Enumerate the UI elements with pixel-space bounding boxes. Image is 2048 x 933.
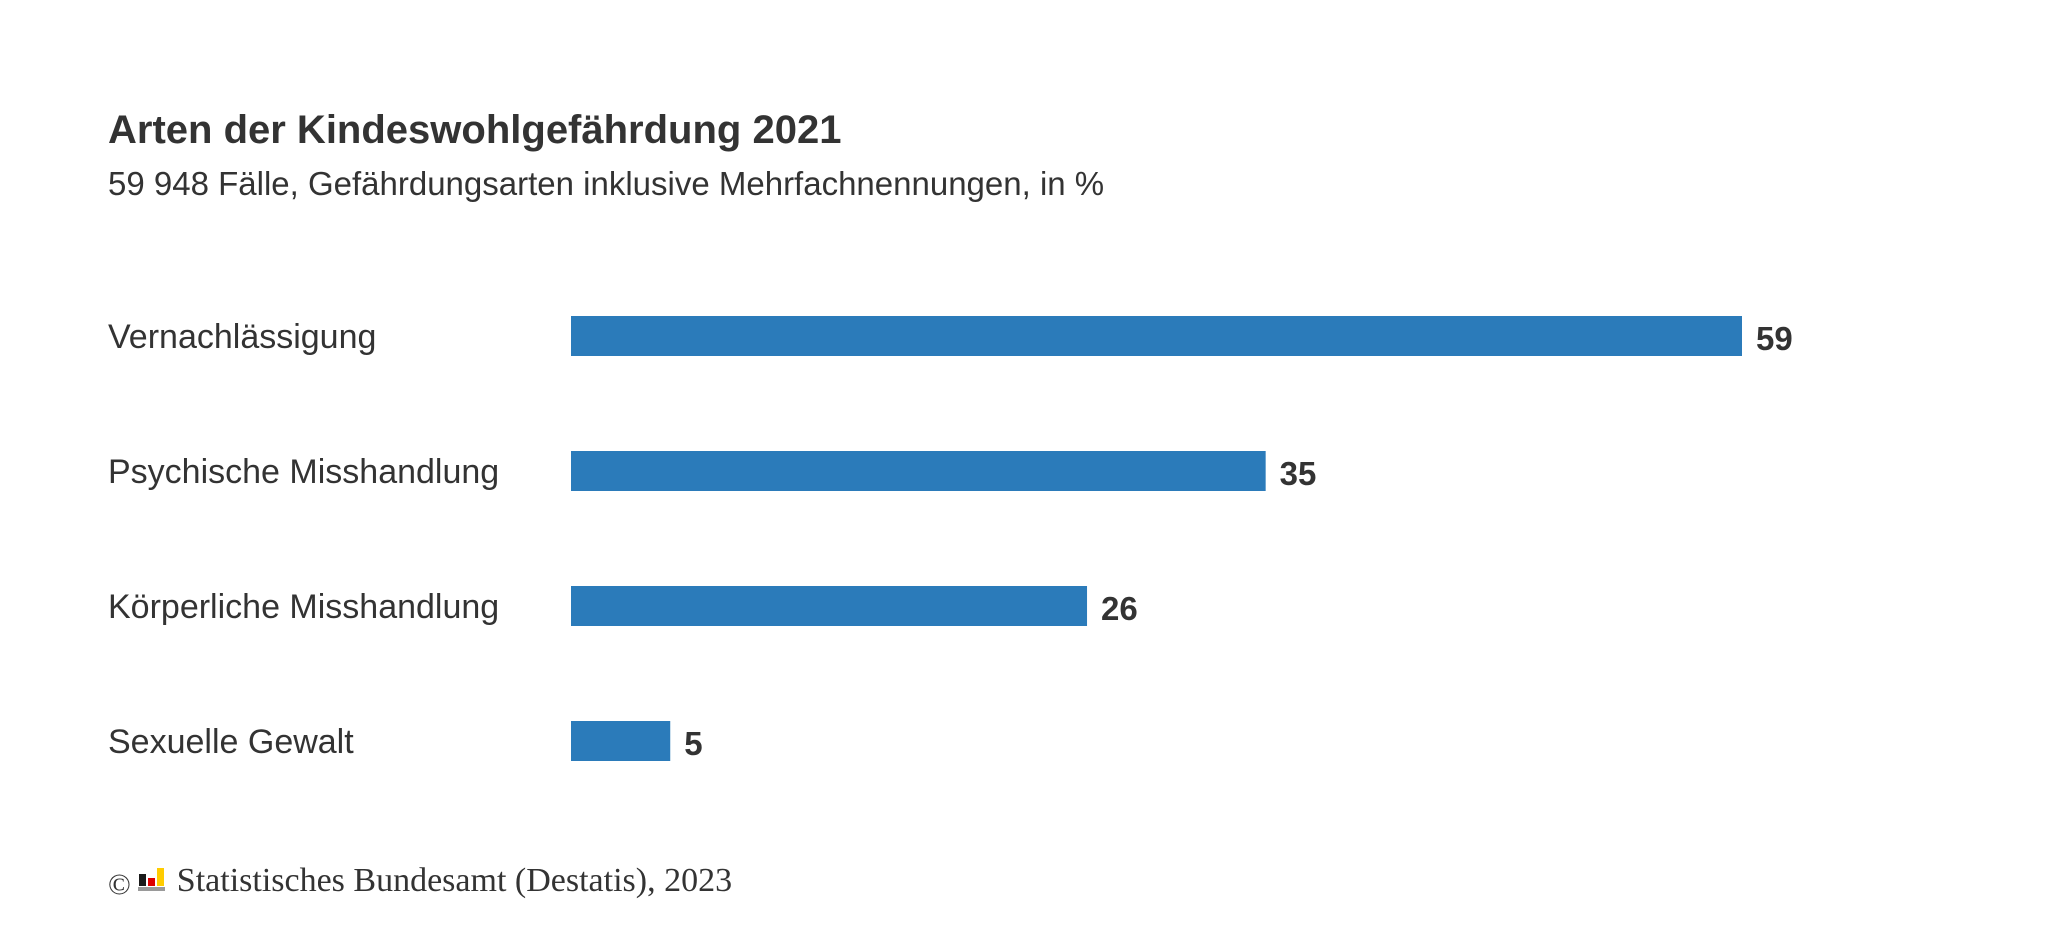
category-label: Sexuelle Gewalt [108, 723, 354, 761]
chart-title: Arten der Kindeswohlgefährdung 2021 [108, 108, 842, 152]
category-label: Körperliche Misshandlung [108, 588, 499, 626]
source-text: Statistisches Bundesamt (Destatis), 2023 [176, 862, 733, 899]
value-label: 35 [1280, 455, 1317, 492]
chart-subtitle: 59 948 Fälle, Gefährdungsarten inklusive… [108, 165, 1105, 202]
category-label: Psychische Misshandlung [108, 453, 499, 491]
bar [571, 586, 1088, 626]
value-label: 5 [684, 725, 702, 762]
logo-bar-red [147, 878, 155, 886]
value-label: 26 [1101, 590, 1138, 627]
bar [571, 316, 1742, 356]
bar [571, 451, 1266, 491]
copyright-symbol: © [108, 868, 131, 901]
destatis-logo-icon [137, 868, 165, 891]
value-label: 59 [1756, 320, 1793, 357]
bar [571, 721, 671, 761]
logo-base [137, 887, 165, 891]
logo-bar-black [138, 874, 146, 886]
logo-bar-gold [156, 868, 164, 886]
category-label: Vernachlässigung [108, 318, 376, 356]
source-line: © Statistisches Bundesamt (Destatis), 20… [108, 862, 733, 901]
